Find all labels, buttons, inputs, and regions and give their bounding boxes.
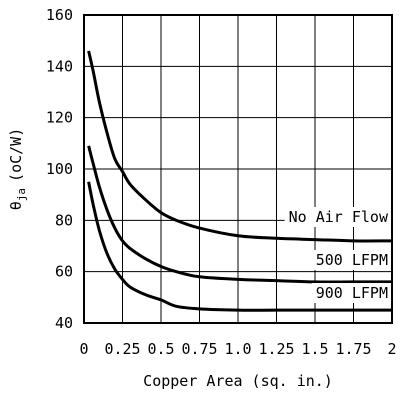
x-tick-label: 0 <box>79 340 88 358</box>
y-axis-label-main: θ <box>7 201 25 210</box>
x-tick-label: 0.25 <box>104 340 140 358</box>
y-axis-label-unit: (oC/W) <box>7 128 25 182</box>
plot-frame <box>83 14 393 324</box>
series-label: No Air Flow <box>289 208 389 226</box>
series-line <box>87 181 392 312</box>
series-line <box>87 145 392 284</box>
x-tick-label: 2 <box>387 340 396 358</box>
series-label-background <box>311 250 392 270</box>
curves <box>87 50 393 312</box>
y-tick-label: 140 <box>46 57 73 75</box>
y-tick-label: 80 <box>55 211 73 229</box>
x-tick-label: 1.25 <box>258 340 294 358</box>
y-tick-labels: 40 60 80 100 120 140 160 <box>46 6 73 332</box>
series-labels: No Air Flow 500 LFPM 900 LFPM <box>284 207 393 303</box>
series-label: 900 LFPM <box>316 284 388 302</box>
series-label-background <box>311 283 392 303</box>
x-tick-label: 1.75 <box>335 340 371 358</box>
series-line <box>87 50 393 243</box>
y-axis-label-sub: ja <box>15 188 28 201</box>
y-tick-label: 60 <box>55 263 73 281</box>
grid <box>83 14 393 324</box>
y-tick-label: 160 <box>46 6 73 24</box>
x-tick-label: 1.0 <box>224 340 251 358</box>
y-tick-label: 40 <box>55 314 73 332</box>
x-tick-label: 1.5 <box>301 340 328 358</box>
x-tick-labels: 0 0.25 0.5 0.75 1.0 1.25 1.5 1.75 2 <box>79 340 396 358</box>
x-tick-label: 0.75 <box>181 340 217 358</box>
x-axis-label: Copper Area (sq. in.) <box>143 372 333 390</box>
y-axis-label: θja (oC/W) <box>7 128 28 210</box>
y-tick-label: 100 <box>46 160 73 178</box>
series-label-background <box>284 207 393 227</box>
y-tick-label: 120 <box>46 109 73 127</box>
series-label: 500 LFPM <box>316 251 388 269</box>
x-tick-label: 0.5 <box>147 340 174 358</box>
